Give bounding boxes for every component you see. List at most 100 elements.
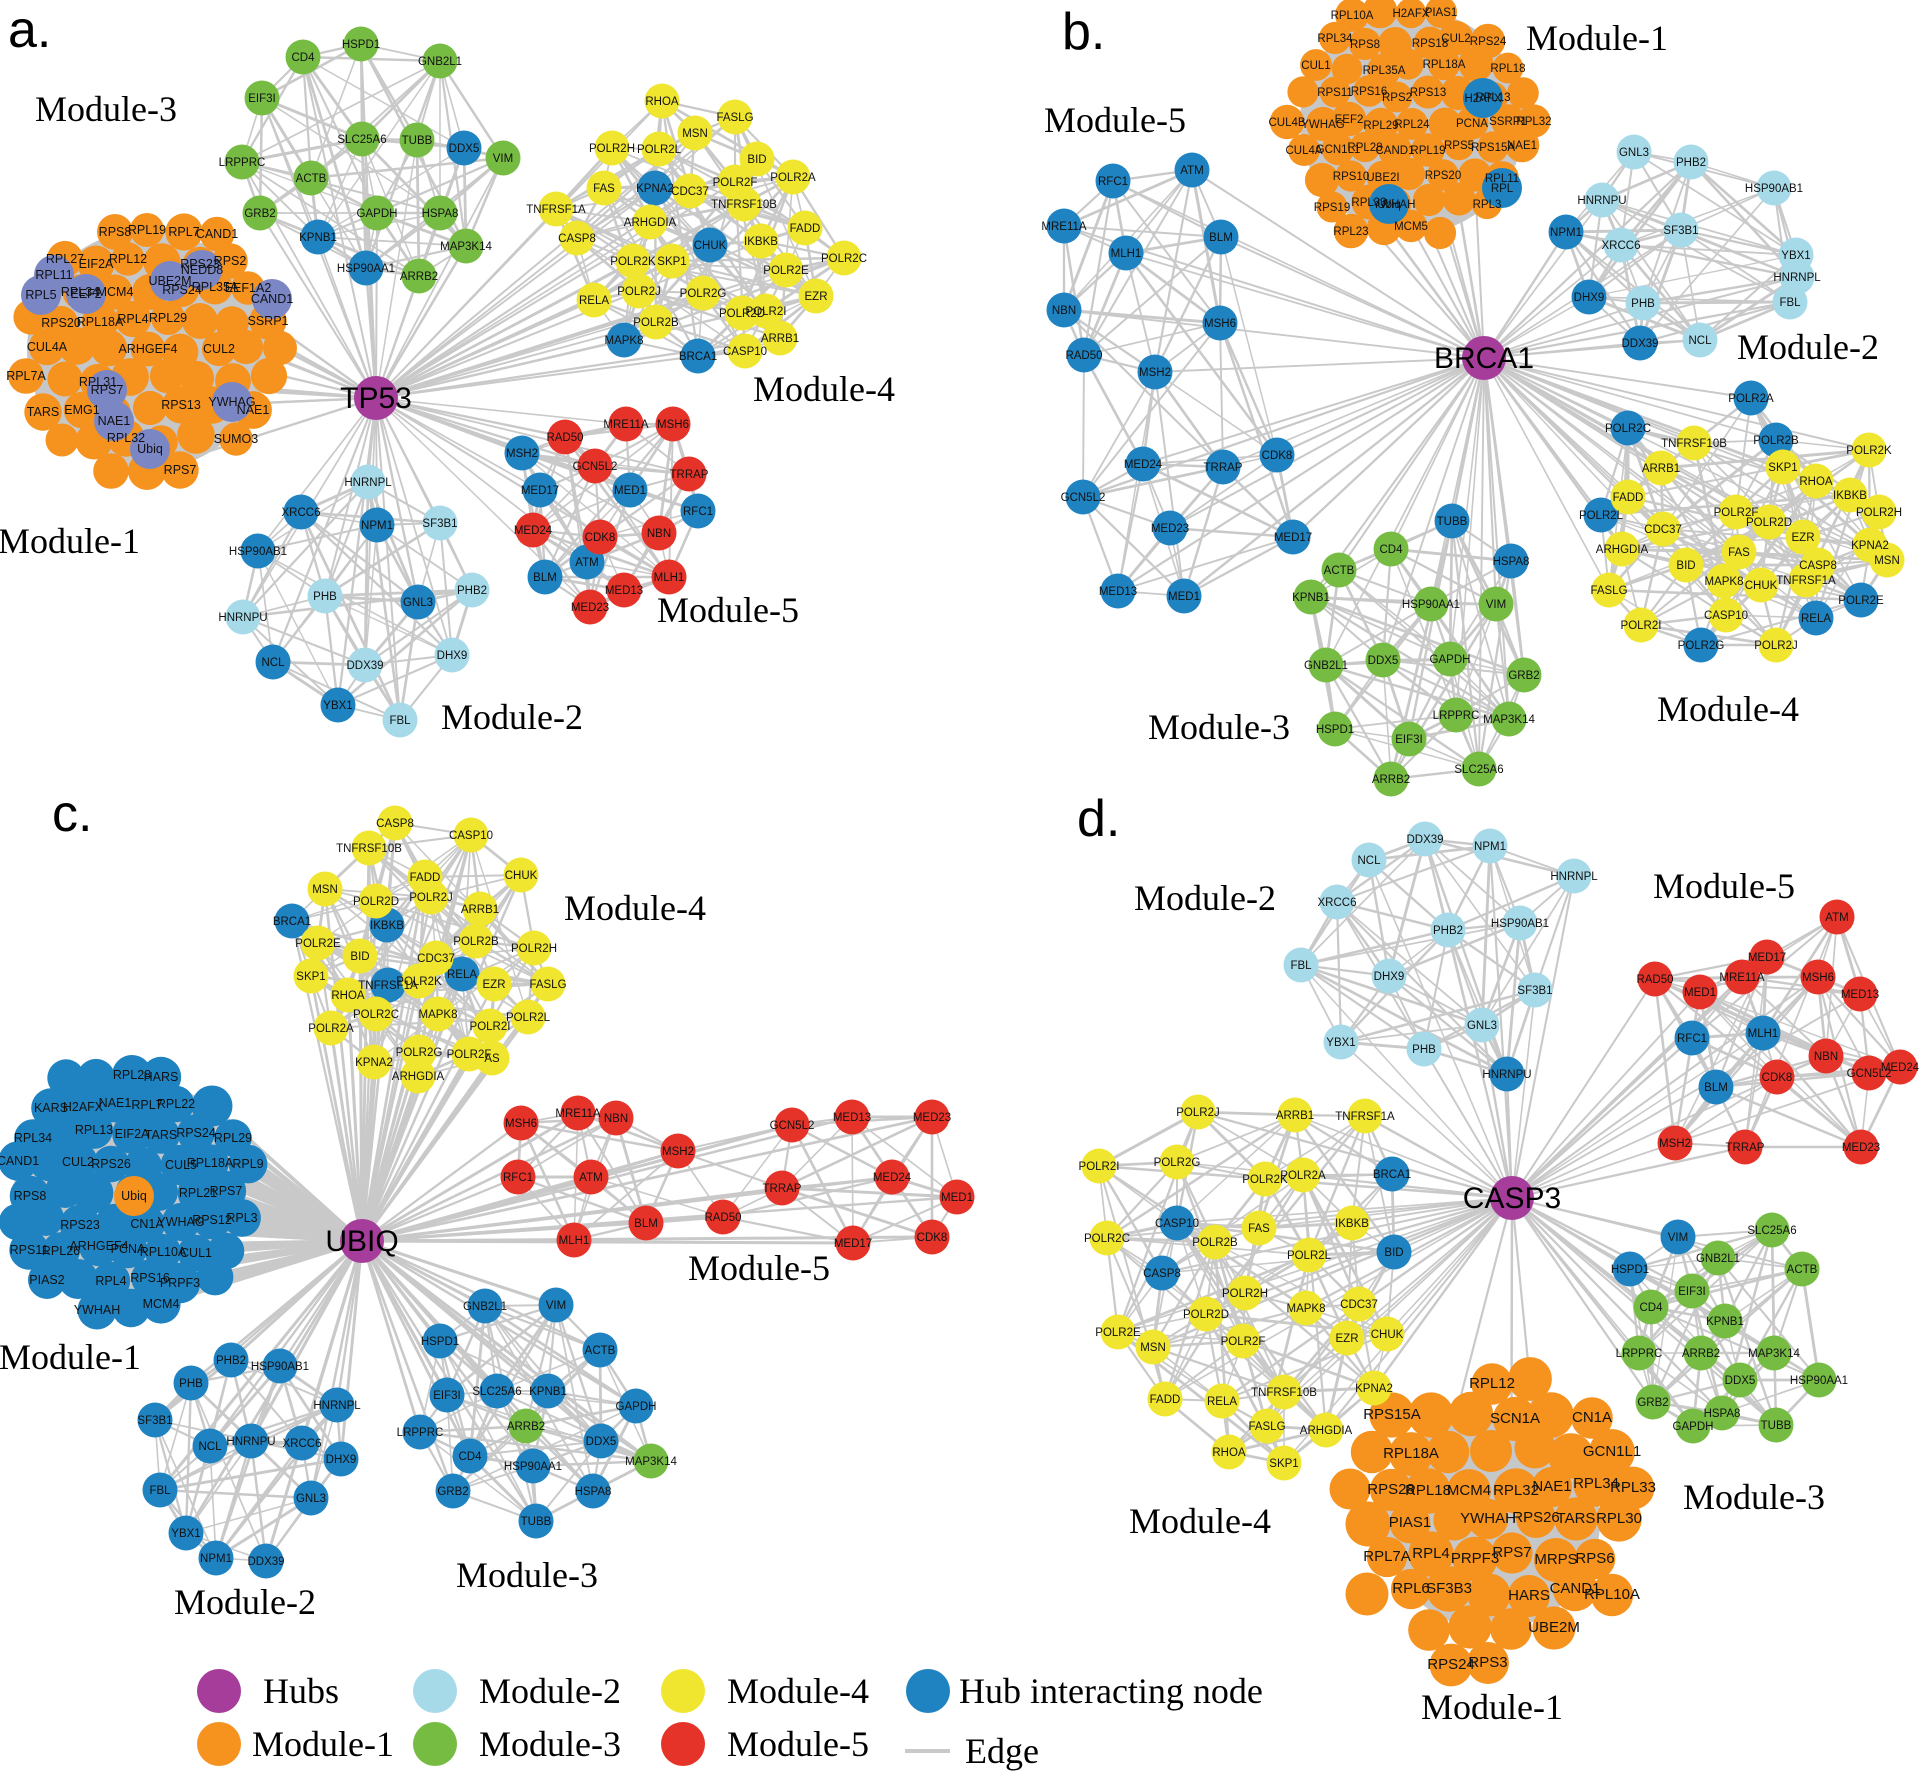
svg-text:RELA: RELA: [1207, 1396, 1237, 1408]
svg-text:MLH1: MLH1: [654, 572, 685, 584]
svg-text:CASP8: CASP8: [1799, 560, 1837, 572]
svg-text:RPL27: RPL27: [46, 252, 84, 266]
svg-text:GCN5L2: GCN5L2: [770, 1120, 815, 1132]
svg-text:GNB2L1: GNB2L1: [418, 56, 462, 68]
svg-text:RPL4: RPL4: [117, 312, 148, 326]
svg-text:NAE1: NAE1: [1507, 140, 1537, 152]
svg-text:POLR2H: POLR2H: [589, 143, 635, 155]
svg-text:BLM: BLM: [634, 1218, 658, 1230]
svg-text:CDK8: CDK8: [585, 532, 616, 544]
svg-text:GNL3: GNL3: [1467, 1020, 1497, 1032]
svg-text:POLR2E: POLR2E: [1838, 595, 1884, 607]
svg-text:HSPD1: HSPD1: [342, 39, 380, 51]
svg-text:SLC25A6: SLC25A6: [337, 134, 386, 146]
svg-text:RPL13: RPL13: [1475, 92, 1510, 104]
svg-text:FADD: FADD: [790, 223, 821, 235]
svg-text:MED1: MED1: [614, 485, 646, 497]
svg-text:CUL4A: CUL4A: [1285, 145, 1322, 157]
svg-text:CDC37: CDC37: [417, 953, 455, 965]
svg-text:HNRNPL: HNRNPL: [344, 477, 392, 489]
svg-text:CUL1: CUL1: [180, 1246, 212, 1260]
svg-text:RPS18: RPS18: [1412, 38, 1448, 50]
svg-text:LRPPRC: LRPPRC: [397, 1427, 444, 1439]
svg-text:MED13: MED13: [1099, 586, 1137, 598]
svg-text:TNFRSF1A: TNFRSF1A: [1335, 1111, 1395, 1123]
svg-text:RPL3: RPL3: [1473, 199, 1502, 211]
svg-text:RPL32: RPL32: [107, 431, 145, 445]
svg-text:POLR2L: POLR2L: [506, 1012, 551, 1024]
svg-text:CUL2: CUL2: [203, 342, 235, 356]
svg-text:MAPK8: MAPK8: [605, 335, 644, 347]
svg-text:HNRNPU: HNRNPU: [1577, 195, 1626, 207]
svg-text:GCN5L2: GCN5L2: [1847, 1068, 1892, 1080]
svg-text:GRB2: GRB2: [1508, 670, 1539, 682]
svg-text:AS: AS: [484, 1053, 500, 1065]
svg-text:EIF2A: EIF2A: [79, 257, 114, 271]
svg-text:POLR2D: POLR2D: [1183, 1309, 1229, 1321]
svg-text:VIM: VIM: [493, 153, 513, 165]
svg-text:RPL23: RPL23: [1333, 226, 1368, 238]
svg-text:HSPD1: HSPD1: [1611, 1264, 1649, 1276]
svg-text:FBL: FBL: [389, 715, 411, 727]
svg-text:RPL19: RPL19: [128, 223, 166, 237]
svg-text:ATM: ATM: [1180, 165, 1203, 177]
svg-text:EZR: EZR: [805, 291, 828, 303]
svg-text:RAD50: RAD50: [704, 1212, 741, 1224]
svg-text:CUL4B: CUL4B: [1268, 117, 1305, 129]
svg-text:NPM1: NPM1: [1474, 841, 1506, 853]
svg-text:Module-5: Module-5: [1044, 100, 1186, 140]
svg-text:TARS: TARS: [27, 405, 59, 419]
svg-text:ARRB1: ARRB1: [761, 333, 799, 345]
svg-text:YBX1: YBX1: [1781, 250, 1810, 262]
svg-text:GAPDH: GAPDH: [1430, 654, 1471, 666]
svg-text:BRCA1: BRCA1: [1434, 342, 1534, 375]
svg-text:RPS11: RPS11: [1317, 87, 1353, 99]
svg-text:SKP1: SKP1: [657, 256, 686, 268]
svg-text:GCN5L2: GCN5L2: [1061, 492, 1106, 504]
svg-text:HSP90AA1: HSP90AA1: [1790, 1375, 1848, 1387]
svg-text:TNFRSF1A: TNFRSF1A: [1776, 575, 1836, 587]
svg-text:Module-3: Module-3: [479, 1724, 621, 1764]
svg-text:RPL34: RPL34: [14, 1131, 52, 1145]
svg-text:RPS8: RPS8: [14, 1189, 47, 1203]
svg-text:RELA: RELA: [1801, 613, 1831, 625]
svg-text:HSPA8: HSPA8: [422, 208, 459, 220]
svg-text:MAP3K14: MAP3K14: [625, 1456, 677, 1468]
svg-text:GAPDH: GAPDH: [1673, 1421, 1714, 1433]
svg-text:DDX5: DDX5: [1725, 1375, 1756, 1387]
svg-text:RPS7: RPS7: [91, 383, 124, 397]
svg-text:ACTB: ACTB: [585, 1345, 616, 1357]
svg-text:CHUK: CHUK: [505, 870, 538, 882]
svg-text:PIAS1: PIAS1: [1425, 7, 1458, 19]
svg-text:RPL33: RPL33: [1351, 197, 1386, 209]
svg-text:MRPS: MRPS: [1534, 1551, 1577, 1568]
svg-text:RPL7A: RPL7A: [6, 369, 46, 383]
svg-text:BID: BID: [747, 154, 766, 166]
svg-text:POLR2B: POLR2B: [1192, 1237, 1238, 1249]
svg-text:MSN: MSN: [312, 884, 338, 896]
svg-text:MED13: MED13: [833, 1112, 871, 1124]
svg-text:TRRAP: TRRAP: [1204, 462, 1243, 474]
svg-text:BID: BID: [1384, 1247, 1403, 1259]
svg-text:MSH2: MSH2: [1139, 367, 1171, 379]
svg-text:KARS: KARS: [34, 1101, 68, 1115]
svg-text:ACTB: ACTB: [296, 173, 327, 185]
svg-text:NBN: NBN: [1052, 305, 1076, 317]
svg-text:H2AFX: H2AFX: [1392, 8, 1429, 20]
svg-text:MAP3K14: MAP3K14: [440, 241, 492, 253]
svg-text:DDX5: DDX5: [449, 143, 480, 155]
svg-text:RPL34: RPL34: [1573, 1475, 1619, 1492]
svg-text:POLR2K: POLR2K: [1242, 1174, 1288, 1186]
svg-text:POLR2G: POLR2G: [1154, 1157, 1201, 1169]
svg-text:RPL10A: RPL10A: [140, 1245, 187, 1259]
svg-text:YWHAG: YWHAG: [1301, 119, 1345, 131]
svg-text:PRPF3: PRPF3: [160, 1276, 200, 1290]
svg-text:CDK8: CDK8: [1262, 450, 1293, 462]
svg-text:H2AFX: H2AFX: [1464, 93, 1501, 105]
svg-text:TNFRSF10B: TNFRSF10B: [336, 843, 402, 855]
svg-text:EEF1A2: EEF1A2: [225, 281, 272, 295]
svg-text:HSP90AA1: HSP90AA1: [337, 263, 395, 275]
svg-text:GNL3: GNL3: [296, 1493, 326, 1505]
svg-text:RPL7: RPL7: [168, 225, 199, 239]
svg-text:FASLG: FASLG: [716, 112, 753, 124]
